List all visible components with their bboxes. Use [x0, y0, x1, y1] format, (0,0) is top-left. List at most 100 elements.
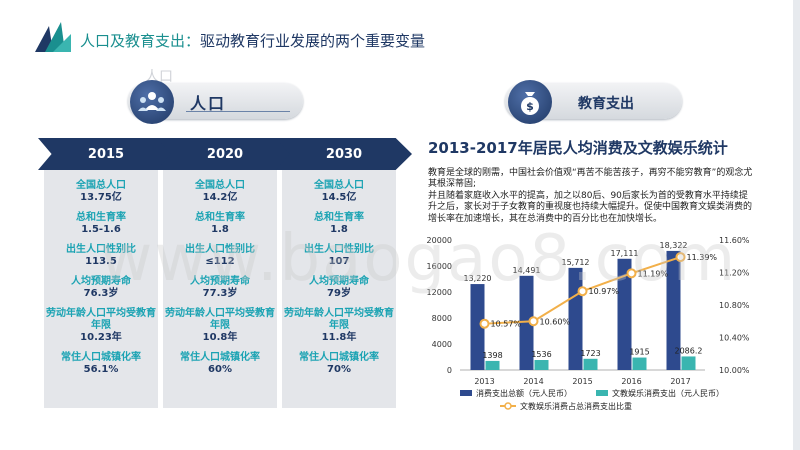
- x-tick-label: 2015: [572, 377, 592, 386]
- stat-value: ≤112: [205, 256, 235, 267]
- consumption-chart: 0 4000 8000 12000 16000 20000 10.00% 10.40% 10.8…: [427, 236, 750, 411]
- population-label: 人口: [190, 94, 227, 113]
- bar-total-label: 14,491: [513, 266, 541, 275]
- y-right-tick-label: 10.00%: [719, 366, 750, 375]
- stat-value: 113.5: [85, 256, 117, 267]
- stat-label: 总和生育率: [195, 212, 245, 223]
- y-right-tick-label: 10.80%: [719, 301, 750, 310]
- column-2015: 全国总人口 13.75亿 总和生育率 1.5-1.6 出生人口性别比 113.5…: [44, 170, 158, 408]
- y-left-tick-label: 4000: [432, 340, 452, 349]
- bar-total-label: 17,111: [611, 249, 639, 258]
- year-chevron-2015: 2015: [38, 138, 174, 170]
- y-right-tick-label: 11.20%: [719, 269, 750, 278]
- stat-label: 全国总人口: [76, 180, 126, 191]
- bar-total-2014: [519, 275, 534, 370]
- y-left-tick-label: 16000: [427, 262, 452, 271]
- population-underline: [186, 111, 290, 112]
- x-tick-label: 2013: [474, 377, 494, 386]
- stat-value: 107: [328, 256, 350, 267]
- stat-label: 全国总人口: [314, 180, 364, 191]
- ratio-point-2016: [626, 268, 637, 279]
- bar-culture-2013: [485, 360, 500, 370]
- stat-label: 全国总人口: [195, 180, 245, 191]
- page-title: 人口及教育支出：驱动教育行业发展的两个重要变量: [80, 32, 426, 50]
- year-chevron-2020: 2020: [157, 138, 293, 170]
- stat-label: 劳动年龄人口平均受教育年限: [46, 308, 156, 331]
- bar-total-2013: [470, 284, 485, 370]
- ratio-label: 11.19%: [638, 269, 669, 278]
- people-icon: [130, 80, 174, 124]
- stat-label: 劳动年龄人口平均受教育年限: [165, 308, 275, 331]
- bar-culture-2014: [534, 360, 549, 370]
- bar-total-label: 18,322: [660, 241, 688, 250]
- y-left-tick-label: 8000: [432, 314, 452, 323]
- year-chevron-2030: 2030: [276, 138, 412, 170]
- bar-culture-2016: [632, 357, 647, 370]
- stat-value: 1.8: [330, 224, 348, 235]
- stat-label: 人均预期寿命: [190, 276, 250, 287]
- column-2020: 全国总人口 14.2亿 总和生育率 1.8 出生人口性别比 ≤112 人均预期寿…: [163, 170, 277, 408]
- y-left-tick-label: 20000: [427, 236, 452, 245]
- stat-value: 13.75亿: [80, 192, 122, 203]
- stat-value: 10.23年: [80, 332, 122, 343]
- x-tick-label: 2016: [621, 377, 641, 386]
- stat-label: 人均预期寿命: [309, 276, 369, 287]
- bar-culture-label: 1723: [580, 349, 600, 358]
- stat-value: 56.1%: [83, 364, 119, 375]
- bar-culture-2017: [681, 356, 696, 370]
- stat-label: 劳动年龄人口平均受教育年限: [284, 308, 394, 331]
- money-bag-icon: $: [508, 80, 552, 124]
- y-right-tick-label: 10.40%: [719, 334, 750, 343]
- ratio-point-2013: [479, 318, 490, 329]
- stat-label: 出生人口性别比: [185, 244, 255, 255]
- stat-value: 14.2亿: [202, 192, 238, 203]
- stat-value: 1.5-1.6: [81, 224, 121, 235]
- legend-label-ratio: 文教娱乐消费占总消费支出比重: [520, 401, 632, 411]
- stat-value: 10.8年: [202, 332, 238, 343]
- ratio-label: 10.60%: [540, 317, 571, 326]
- legend-swatch-total: [460, 390, 472, 396]
- stat-label: 出生人口性别比: [66, 244, 136, 255]
- ratio-point-2014: [528, 316, 539, 327]
- bar-total-2016: [617, 258, 632, 370]
- stat-label: 出生人口性别比: [304, 244, 374, 255]
- bar-culture-label: 1398: [482, 351, 502, 360]
- ratio-point-2015: [577, 286, 588, 297]
- legend-label-culture: 文教娱乐消费支出（元人民币）: [612, 388, 724, 398]
- logo-icon: [35, 22, 71, 52]
- legend-marker-ratio: [504, 402, 512, 410]
- ratio-point-2017: [675, 252, 686, 263]
- column-2030: 全国总人口 14.5亿 总和生育率 1.8 出生人口性别比 107 人均预期寿命…: [282, 170, 396, 408]
- bar-culture-label: 2086.2: [675, 346, 703, 355]
- legend-swatch-culture: [596, 390, 608, 396]
- bar-culture-label: 1536: [531, 350, 551, 359]
- stat-label: 人均预期寿命: [71, 276, 131, 287]
- stat-value: 76.3岁: [83, 288, 119, 299]
- bar-culture-label: 1915: [629, 348, 649, 357]
- stat-value: 77.3岁: [202, 288, 238, 299]
- right-edge-bar: [793, 0, 800, 450]
- x-tick-label: 2017: [670, 377, 690, 386]
- ratio-label: 10.97%: [589, 287, 620, 296]
- stat-label: 常住人口城镇化率: [61, 352, 141, 363]
- chart-title: 2013-2017年居民人均消费及文教娱乐统计: [428, 139, 728, 157]
- stat-value: 60%: [208, 364, 232, 375]
- stat-value: 1.8: [211, 224, 229, 235]
- y-left-tick-label: 0: [447, 366, 452, 375]
- y-right-tick-label: 11.60%: [719, 236, 750, 245]
- x-tick-label: 2014: [523, 377, 543, 386]
- bar-culture-2015: [583, 358, 598, 370]
- bar-total-2017: [666, 250, 681, 370]
- chart-description: 教育是全球的刚需，中国社会价值观“再苦不能苦孩子，再穷不能穷教育”的观念尤其根深…: [428, 168, 753, 224]
- stat-value: 14.5亿: [321, 192, 357, 203]
- stat-value: 11.8年: [321, 332, 357, 343]
- stat-label: 常住人口城镇化率: [180, 352, 260, 363]
- bar-total-label: 13,220: [464, 274, 492, 283]
- stat-label: 总和生育率: [76, 212, 126, 223]
- y-left-tick-label: 12000: [427, 288, 452, 297]
- stat-label: 总和生育率: [314, 212, 364, 223]
- ratio-label: 10.57%: [491, 320, 522, 329]
- stat-label: 常住人口城镇化率: [299, 352, 379, 363]
- stat-value: 79岁: [327, 288, 351, 299]
- ratio-label: 11.39%: [687, 253, 718, 262]
